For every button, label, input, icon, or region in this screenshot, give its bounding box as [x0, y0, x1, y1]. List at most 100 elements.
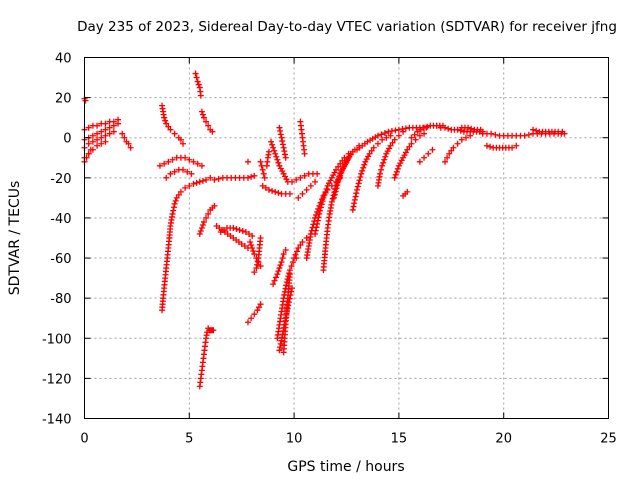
grid-layer [84, 57, 609, 419]
data-point [94, 142, 101, 149]
data-point [388, 128, 395, 135]
data-point [194, 160, 201, 167]
data-point [336, 175, 343, 182]
data-point [293, 176, 300, 183]
data-point [200, 114, 207, 121]
data-point [102, 120, 109, 127]
data-point [408, 134, 415, 141]
data-point [102, 138, 109, 145]
data-point [278, 259, 285, 266]
data-point [288, 288, 295, 295]
data-point [193, 179, 200, 186]
data-point [286, 295, 293, 302]
data-point [416, 132, 423, 139]
x-tick-labels: 0 5 10 15 20 25 [80, 432, 616, 447]
data-point [190, 180, 197, 187]
data-point [203, 118, 210, 125]
data-point [244, 319, 251, 326]
data-point [411, 131, 418, 138]
data-point [251, 172, 258, 179]
data-point [424, 123, 431, 130]
data-point [404, 188, 411, 195]
data-point [199, 111, 206, 118]
data-point [169, 156, 176, 163]
data-point [421, 154, 428, 161]
series-arc-28 [276, 124, 289, 161]
data-point [239, 227, 246, 234]
y-tick-label: -120 [42, 372, 72, 387]
data-point [358, 170, 365, 177]
data-point [477, 126, 484, 133]
plot-frame [84, 57, 609, 419]
data-point [381, 130, 388, 137]
data-point [244, 174, 251, 181]
data-point [253, 265, 260, 272]
data-point [282, 154, 289, 161]
data-point [446, 150, 453, 157]
data-point [205, 210, 212, 217]
data-point [301, 172, 308, 179]
data-point [444, 154, 451, 161]
data-point [209, 128, 216, 135]
series-arc-19 [213, 222, 251, 252]
data-point [295, 245, 302, 252]
series-arc-17 [211, 172, 258, 183]
data-point [170, 204, 177, 211]
series-arc-26 [259, 182, 293, 197]
data-point [230, 224, 237, 231]
y-tick-label: -140 [42, 413, 72, 428]
series-arc-06 [81, 146, 94, 165]
data-point [450, 144, 457, 151]
data-point [374, 140, 381, 147]
data-point [382, 153, 389, 160]
data-point [421, 124, 428, 131]
data-point [276, 265, 283, 272]
data-point [171, 130, 178, 137]
data-point [483, 142, 490, 149]
data-point [429, 146, 436, 153]
data-point [330, 194, 337, 201]
data-point [357, 174, 364, 181]
data-point [275, 159, 282, 166]
data-point [345, 154, 352, 161]
data-point [425, 150, 432, 157]
series-arc-32 [276, 285, 296, 354]
data-point [203, 176, 210, 183]
series-arc-01 [81, 95, 89, 104]
y-tick-label: -40 [50, 212, 71, 227]
data-point [167, 126, 174, 133]
data-point [406, 143, 413, 150]
series-arc-41 [349, 132, 394, 213]
series-arc-50 [458, 124, 484, 133]
data-point [297, 242, 304, 249]
data-point [288, 263, 295, 270]
data-point [331, 191, 338, 198]
data-point [289, 178, 296, 185]
data-point [271, 147, 278, 154]
data-point [156, 162, 163, 169]
data-point [361, 161, 368, 168]
data-point [94, 136, 101, 143]
data-point [457, 127, 464, 134]
data-point [392, 171, 399, 178]
data-point [199, 177, 206, 184]
data-point [171, 200, 178, 207]
data-point [192, 70, 199, 77]
data-point [211, 202, 218, 209]
x-axis-label: GPS time / hours [287, 459, 404, 475]
data-point [458, 136, 465, 143]
data-point [323, 185, 330, 192]
series-arc-43 [374, 128, 407, 189]
data-point [175, 191, 182, 198]
data-point [356, 177, 363, 184]
series-arc-53 [530, 126, 566, 135]
series-arc-36 [295, 178, 319, 201]
data-point [161, 160, 168, 167]
data-point [85, 124, 92, 131]
data-point [279, 141, 286, 148]
data-point [194, 78, 201, 85]
data-point [338, 169, 345, 176]
data-point [249, 245, 256, 252]
data-point [391, 136, 398, 143]
data-point [307, 182, 314, 189]
